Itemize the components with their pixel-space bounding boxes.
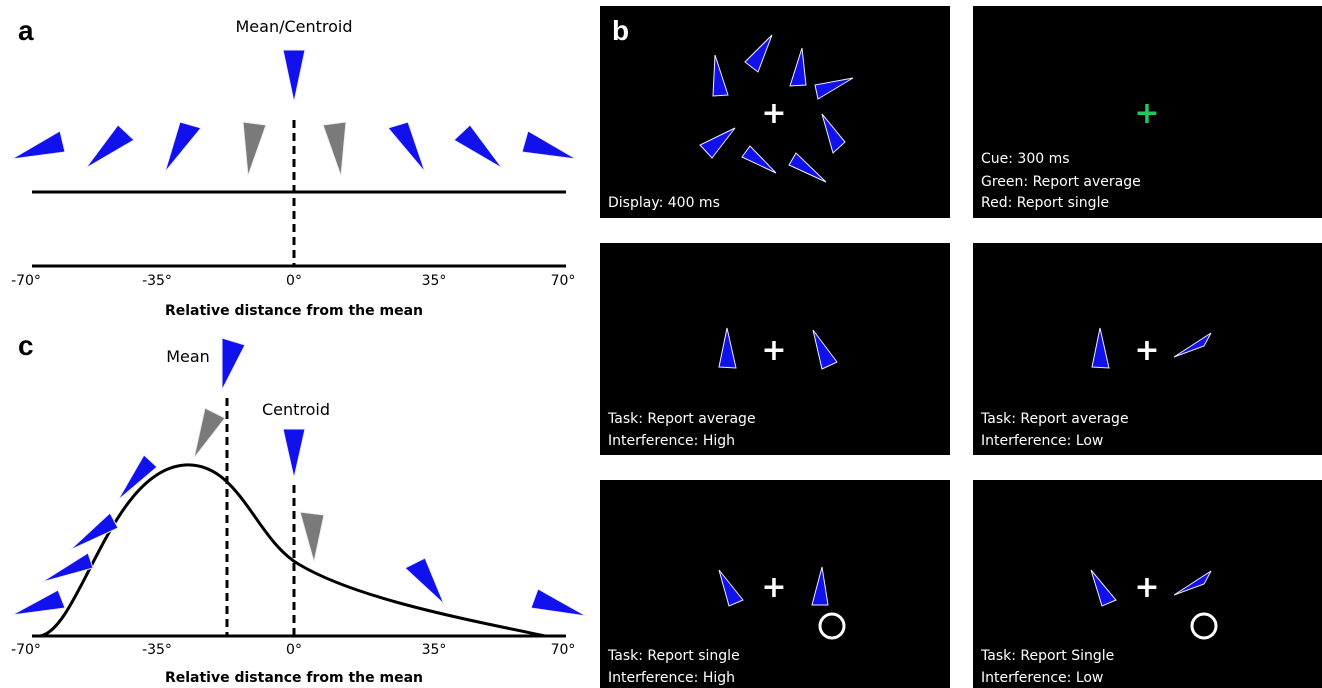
fixation-cross-icon: +: [761, 96, 786, 131]
mean-centroid-label: Mean/Centroid: [235, 17, 352, 36]
fixation-cross-icon: +: [1134, 570, 1159, 605]
distractor-triangle-icon: [299, 511, 325, 563]
fixation-cross-icon: +: [1134, 96, 1159, 131]
screen-text: Task: Report Single: [980, 648, 1114, 664]
mean-centroid-triangle-icon: [282, 49, 306, 103]
stimulus-triangle-icon: [521, 130, 577, 160]
screen-cue: + Cue: 300 ms Green: Report average Red:…: [973, 6, 1322, 218]
panel-a-ticks: -70° -35° 0° 35° 70°: [11, 273, 575, 289]
panel-a: a Mean/Centroid -70° -35° 0° 35° 70° Rel…: [11, 15, 577, 319]
screen-text: Cue: 300 ms: [981, 151, 1070, 167]
stimulus-triangle-icon: [718, 327, 737, 369]
panel-c-xlabel: Relative distance from the mean: [165, 670, 423, 686]
screen-single-low: + Task: Report Single Interference: Low: [973, 480, 1322, 688]
screen-text: Green: Report average: [981, 174, 1141, 190]
mean-triangle-icon: [221, 337, 246, 391]
tick-label: -70°: [11, 273, 41, 289]
stimulus-triangle-icon: [699, 127, 736, 159]
stimulus-triangle-icon: [1173, 332, 1212, 358]
tick-label: 0°: [286, 642, 302, 658]
panel-c-letter: c: [18, 330, 34, 361]
stimulus-triangle-icon: [404, 557, 445, 605]
stimulus-triangle-icon: [85, 124, 135, 169]
stimulus-triangle-icon: [821, 113, 846, 154]
stimulus-triangle-icon: [1091, 327, 1110, 369]
stimulus-triangle-icon: [69, 512, 119, 551]
fixation-cross-icon: +: [761, 570, 786, 605]
screen-text: Task: Report average: [980, 411, 1129, 427]
tick-label: 35°: [422, 642, 447, 658]
centroid-triangle-icon: [282, 428, 306, 479]
stimulus-triangle-icon: [1090, 569, 1117, 607]
stimulus-triangle-icon: [11, 589, 66, 616]
fixation-cross-icon: +: [1134, 333, 1159, 368]
centroid-label: Centroid: [262, 400, 330, 419]
stimulus-triangle-icon: [812, 329, 838, 370]
stimulus-triangle-icon: [41, 552, 94, 583]
screen-text: Interference: Low: [981, 433, 1103, 449]
screen-bg: [600, 480, 950, 688]
stimulus-triangle-icon: [788, 152, 827, 183]
distractor-triangle-icon: [322, 121, 347, 177]
panel-c-ticks: -70° -35° 0° 35° 70°: [11, 642, 575, 658]
tick-label: -70°: [11, 642, 41, 658]
mean-label: Mean: [166, 347, 210, 366]
panel-a-xlabel: Relative distance from the mean: [165, 303, 423, 319]
stimulus-triangle-icon: [718, 569, 744, 607]
target-circle-icon: [818, 612, 846, 640]
screen-text: Interference: High: [608, 670, 735, 686]
screen-average-high: + Task: Report average Interference: Hig…: [600, 243, 950, 455]
screen-text: Red: Report single: [981, 195, 1109, 211]
stimulus-triangle-icon: [164, 121, 202, 173]
stimulus-triangle-icon: [811, 566, 829, 606]
distribution-curve: [39, 463, 546, 638]
tick-label: 70°: [551, 642, 576, 658]
tick-label: -35°: [142, 642, 172, 658]
panel-b: b + Display: 400 ms + Cue: 300 ms Green:…: [600, 6, 1322, 688]
screen-text: Task: Report single: [607, 648, 740, 664]
stimulus-triangle-icon: [387, 121, 426, 173]
distractor-triangle-icon: [242, 121, 267, 177]
screen-average-low: + Task: Report average Interference: Low: [973, 243, 1322, 455]
panel-b-letter: b: [612, 15, 629, 46]
screen-bg: [973, 6, 1322, 218]
screen-bg: [973, 480, 1322, 688]
stimulus-triangle-icon: [530, 588, 587, 617]
screen-text: Task: Report average: [607, 411, 756, 427]
stimulus-triangle-icon: [712, 54, 729, 97]
tick-label: 70°: [551, 273, 576, 289]
panel-c: c Mean Centroid -70° -35° 0° 35° 70° Rel…: [11, 330, 587, 686]
fixation-cross-icon: +: [761, 333, 786, 368]
screen-single-high: + Task: Report single Interference: High: [600, 480, 950, 688]
stimulus-triangle-icon: [744, 34, 773, 73]
panel-a-letter: a: [18, 15, 34, 46]
target-circle-icon: [1190, 612, 1218, 640]
stimulus-triangle-icon: [117, 454, 158, 501]
stimulus-triangle-icon: [11, 130, 66, 160]
screen-display: b + Display: 400 ms: [600, 6, 950, 218]
screen-bg: [600, 6, 950, 218]
screen-text: Display: 400 ms: [608, 195, 720, 211]
distractor-triangle-icon: [193, 407, 226, 459]
screen-bg: [973, 243, 1322, 455]
screen-text: Interference: High: [608, 433, 735, 449]
screen-bg: [600, 243, 950, 455]
stimulus-triangle-icon: [814, 77, 854, 100]
stimulus-triangle-icon: [741, 145, 777, 174]
stimulus-triangle-icon: [1173, 570, 1212, 596]
tick-label: 0°: [286, 273, 302, 289]
tick-label: 35°: [422, 273, 447, 289]
stimulus-triangle-icon: [789, 47, 807, 87]
tick-label: -35°: [142, 273, 172, 289]
stimulus-triangle-icon: [453, 124, 503, 169]
screen-text: Interference: Low: [981, 670, 1103, 686]
